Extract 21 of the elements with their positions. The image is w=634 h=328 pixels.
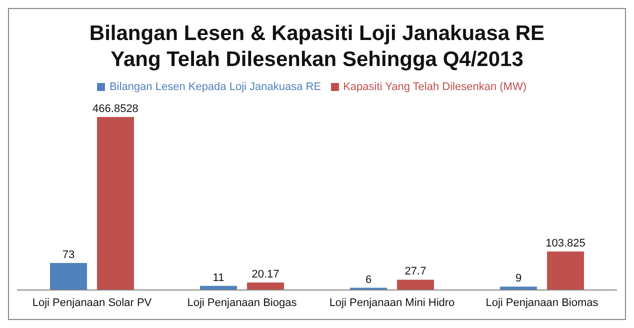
data-label: 466.8528	[92, 103, 138, 115]
bar	[50, 262, 87, 290]
chart-title: Bilangan Lesen & Kapasiti Loji Janakuasa RE Yang Telah Dilesenkan Sehingga Q4/2013	[88, 21, 546, 73]
x-tick-label: Loji Penjanaan Solar PV	[32, 296, 152, 309]
bar	[397, 280, 434, 290]
data-label: 20.17	[252, 268, 280, 281]
x-tick-label: Loji Penjanaan Mini Hidro	[329, 296, 455, 309]
data-label: 6	[365, 274, 372, 286]
bar	[97, 117, 134, 290]
bar	[247, 282, 284, 290]
data-label: 11	[212, 272, 224, 284]
legend-label: Kapasiti Yang Telah Dilesenkan (MW)	[343, 81, 527, 93]
bar	[500, 286, 537, 290]
bar	[547, 252, 584, 290]
data-label: 9	[515, 272, 522, 285]
data-label: 103.825	[546, 238, 586, 250]
data-label: 73	[62, 248, 75, 261]
x-tick-label: Loji Penjanaan Biogas	[187, 296, 298, 309]
legend-label: Bilangan Lesen Kepada Loji Janakuasa RE	[109, 81, 322, 93]
x-tick-label: Loji Penjanaan Biomas	[486, 296, 599, 309]
data-label: 27.7	[404, 266, 426, 278]
